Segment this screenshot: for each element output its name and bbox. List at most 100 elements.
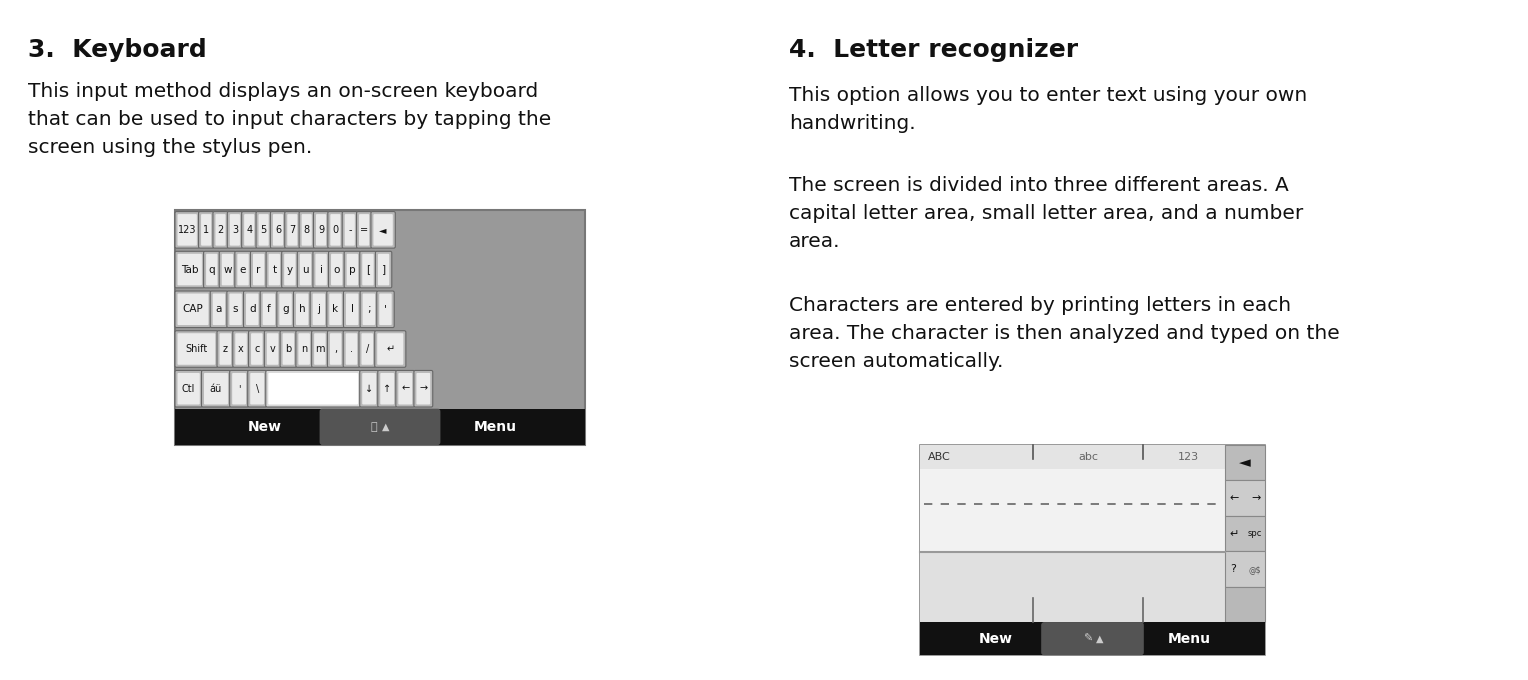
- FancyBboxPatch shape: [280, 294, 292, 325]
- Text: p: p: [348, 265, 356, 275]
- Text: ?: ?: [1230, 564, 1236, 574]
- FancyBboxPatch shape: [316, 214, 325, 245]
- Text: 5: 5: [260, 225, 267, 235]
- FancyBboxPatch shape: [1041, 622, 1144, 656]
- Bar: [920, 469, 1225, 552]
- FancyBboxPatch shape: [260, 291, 278, 328]
- FancyBboxPatch shape: [269, 373, 358, 405]
- FancyBboxPatch shape: [203, 252, 220, 288]
- FancyBboxPatch shape: [281, 252, 298, 288]
- Text: ↓: ↓: [365, 384, 373, 394]
- FancyBboxPatch shape: [177, 254, 202, 286]
- Text: ↑: ↑: [384, 384, 391, 394]
- Text: ;: ;: [367, 304, 371, 314]
- Text: j: j: [318, 304, 321, 314]
- FancyBboxPatch shape: [327, 330, 344, 367]
- Text: 123: 123: [177, 225, 197, 235]
- FancyBboxPatch shape: [176, 211, 199, 248]
- FancyBboxPatch shape: [329, 252, 345, 288]
- FancyBboxPatch shape: [222, 254, 234, 286]
- FancyBboxPatch shape: [327, 291, 344, 328]
- FancyBboxPatch shape: [359, 252, 376, 288]
- FancyBboxPatch shape: [298, 252, 313, 288]
- Text: n: n: [301, 344, 307, 354]
- Text: l: l: [350, 304, 353, 314]
- Text: CAP: CAP: [183, 304, 203, 314]
- Bar: [920, 445, 1225, 469]
- FancyBboxPatch shape: [332, 254, 342, 286]
- FancyBboxPatch shape: [266, 252, 283, 288]
- FancyBboxPatch shape: [202, 371, 231, 407]
- Text: =: =: [361, 225, 368, 235]
- Text: f: f: [267, 304, 270, 314]
- FancyBboxPatch shape: [263, 294, 275, 325]
- FancyBboxPatch shape: [267, 333, 278, 364]
- Text: o: o: [333, 265, 339, 275]
- FancyBboxPatch shape: [229, 214, 240, 245]
- Text: e: e: [240, 265, 246, 275]
- FancyBboxPatch shape: [293, 291, 310, 328]
- FancyBboxPatch shape: [211, 291, 228, 328]
- Text: v: v: [270, 344, 275, 354]
- FancyBboxPatch shape: [310, 291, 327, 328]
- FancyBboxPatch shape: [362, 373, 376, 405]
- FancyBboxPatch shape: [376, 252, 391, 288]
- Bar: [1225, 516, 1265, 551]
- Text: ]: ]: [382, 265, 385, 275]
- Text: 8: 8: [304, 225, 310, 235]
- Text: ▲: ▲: [1096, 634, 1103, 644]
- Text: q: q: [208, 265, 215, 275]
- Bar: [176, 210, 585, 445]
- FancyBboxPatch shape: [215, 214, 226, 245]
- FancyBboxPatch shape: [177, 214, 197, 245]
- Bar: [920, 622, 1265, 655]
- FancyBboxPatch shape: [264, 330, 281, 367]
- FancyBboxPatch shape: [296, 294, 309, 325]
- FancyBboxPatch shape: [377, 371, 397, 407]
- FancyBboxPatch shape: [254, 254, 264, 286]
- Text: s: s: [232, 304, 238, 314]
- FancyBboxPatch shape: [274, 214, 283, 245]
- FancyBboxPatch shape: [345, 294, 359, 325]
- FancyBboxPatch shape: [237, 254, 249, 286]
- Text: ◄: ◄: [379, 225, 387, 235]
- Text: .: .: [350, 344, 353, 354]
- FancyBboxPatch shape: [257, 211, 270, 248]
- FancyBboxPatch shape: [220, 333, 231, 364]
- FancyBboxPatch shape: [313, 252, 330, 288]
- FancyBboxPatch shape: [212, 211, 228, 248]
- Text: 7: 7: [289, 225, 295, 235]
- FancyBboxPatch shape: [344, 330, 359, 367]
- FancyBboxPatch shape: [232, 330, 249, 367]
- Text: a: a: [215, 304, 222, 314]
- FancyBboxPatch shape: [176, 291, 211, 328]
- FancyBboxPatch shape: [284, 211, 299, 248]
- Text: 6: 6: [275, 225, 281, 235]
- Text: \: \: [255, 384, 258, 394]
- FancyBboxPatch shape: [228, 211, 243, 248]
- FancyBboxPatch shape: [359, 214, 370, 245]
- FancyBboxPatch shape: [313, 211, 329, 248]
- FancyBboxPatch shape: [246, 294, 258, 325]
- Text: r: r: [257, 265, 261, 275]
- Text: ←: ←: [402, 384, 410, 394]
- Text: abc: abc: [1077, 452, 1099, 462]
- FancyBboxPatch shape: [244, 214, 254, 245]
- FancyBboxPatch shape: [414, 371, 432, 407]
- Bar: [1225, 551, 1265, 587]
- FancyBboxPatch shape: [243, 291, 261, 328]
- FancyBboxPatch shape: [269, 254, 280, 286]
- FancyBboxPatch shape: [283, 333, 295, 364]
- Text: k: k: [333, 304, 339, 314]
- FancyBboxPatch shape: [217, 330, 234, 367]
- FancyBboxPatch shape: [284, 254, 295, 286]
- Text: The screen is divided into three different areas. A
capital letter area, small l: The screen is divided into three differe…: [788, 176, 1303, 251]
- Text: x: x: [238, 344, 244, 354]
- FancyBboxPatch shape: [229, 294, 241, 325]
- Text: This input method displays an on-screen keyboard
that can be used to input chara: This input method displays an on-screen …: [28, 82, 552, 157]
- FancyBboxPatch shape: [280, 330, 296, 367]
- Text: g: g: [283, 304, 289, 314]
- FancyBboxPatch shape: [330, 214, 341, 245]
- FancyBboxPatch shape: [344, 291, 361, 328]
- Text: Shift: Shift: [185, 344, 208, 354]
